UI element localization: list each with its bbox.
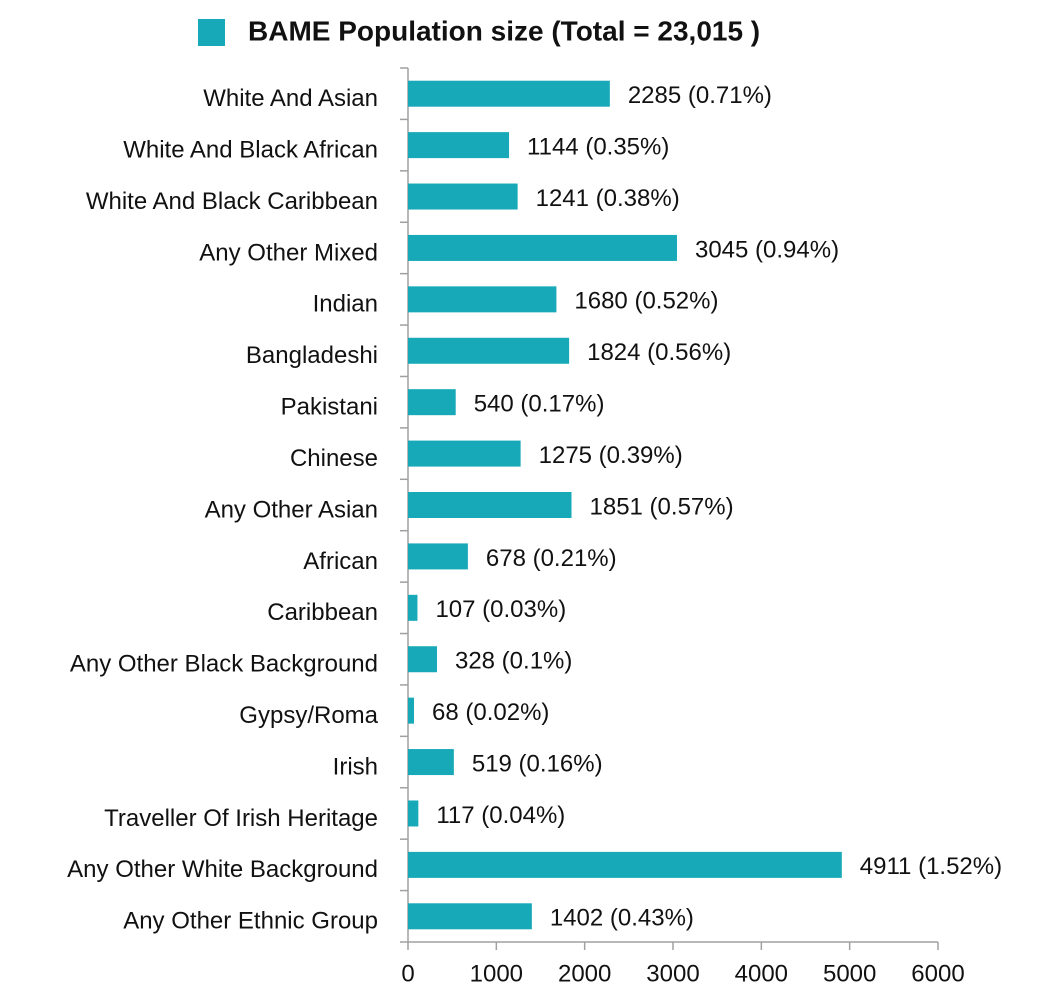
y-tick-label: Gypsy/Roma: [239, 702, 378, 729]
value-label: 1144 (0.35%): [527, 133, 669, 160]
value-label: 1275 (0.39%): [539, 442, 683, 469]
value-label: 2285 (0.71%): [628, 82, 772, 109]
bar: [408, 903, 532, 930]
value-label: 328 (0.1%): [455, 648, 572, 675]
y-tick-label: African: [303, 548, 378, 575]
y-tick-label: Indian: [313, 291, 378, 318]
bar: [408, 286, 557, 313]
x-tick-label: 4000: [735, 960, 788, 987]
bar: [408, 234, 677, 261]
y-tick-label: Bangladeshi: [246, 342, 378, 369]
bar: [408, 543, 468, 570]
value-label: 1851 (0.57%): [590, 493, 734, 520]
bar: [408, 800, 419, 827]
legend-swatch: [198, 19, 225, 46]
bar: [408, 337, 570, 364]
bar: [408, 646, 437, 673]
y-tick-label: Any Other Ethnic Group: [123, 908, 378, 935]
bar: [408, 594, 418, 621]
y-tick-label: Chinese: [290, 445, 378, 472]
value-label: 1241 (0.38%): [536, 185, 680, 212]
bar: [408, 492, 572, 518]
bar: [408, 183, 518, 210]
x-tick-label: 0: [401, 960, 414, 987]
y-tick-label: Any Other White Background: [67, 856, 378, 883]
value-label: 678 (0.21%): [486, 545, 617, 572]
y-tick-label: Any Other Mixed: [199, 239, 378, 266]
bar: [408, 132, 510, 159]
value-label: 4911 (1.52%): [860, 853, 1002, 880]
bar: [408, 440, 521, 467]
value-label: 1824 (0.56%): [587, 339, 731, 366]
x-tick-label: 2000: [558, 960, 611, 987]
y-tick-label: Any Other Asian: [205, 496, 378, 523]
value-label: 540 (0.17%): [474, 391, 605, 418]
bar: [408, 749, 454, 776]
bar: [408, 697, 415, 724]
y-tick-label: Pakistani: [281, 394, 378, 421]
y-tick-label: White And Asian: [203, 85, 378, 112]
value-label: 107 (0.03%): [435, 596, 566, 623]
value-label: 519 (0.16%): [472, 750, 603, 777]
value-label: 117 (0.04%): [436, 802, 565, 829]
bar: [408, 80, 610, 107]
bar: [408, 851, 842, 878]
value-label: 1402 (0.43%): [550, 905, 694, 932]
x-tick-label: 3000: [646, 960, 699, 987]
y-tick-label: Any Other Black Background: [70, 651, 378, 678]
value-label: 1680 (0.52%): [574, 288, 718, 315]
y-tick-label: Irish: [333, 753, 378, 780]
y-tick-label: White And Black Caribbean: [86, 188, 378, 215]
y-tick-label: White And Black African: [123, 136, 378, 163]
x-tick-label: 5000: [823, 960, 876, 987]
y-tick-label: Caribbean: [267, 599, 378, 626]
y-tick-label: Traveller Of Irish Heritage: [104, 805, 378, 832]
legend-label: BAME Population size (Total = 23,015 ): [248, 15, 760, 46]
value-label: 3045 (0.94%): [695, 236, 839, 263]
value-label: 68 (0.02%): [432, 699, 549, 726]
x-tick-label: 1000: [470, 960, 523, 987]
x-tick-label: 6000: [911, 960, 964, 987]
bar: [408, 389, 456, 416]
